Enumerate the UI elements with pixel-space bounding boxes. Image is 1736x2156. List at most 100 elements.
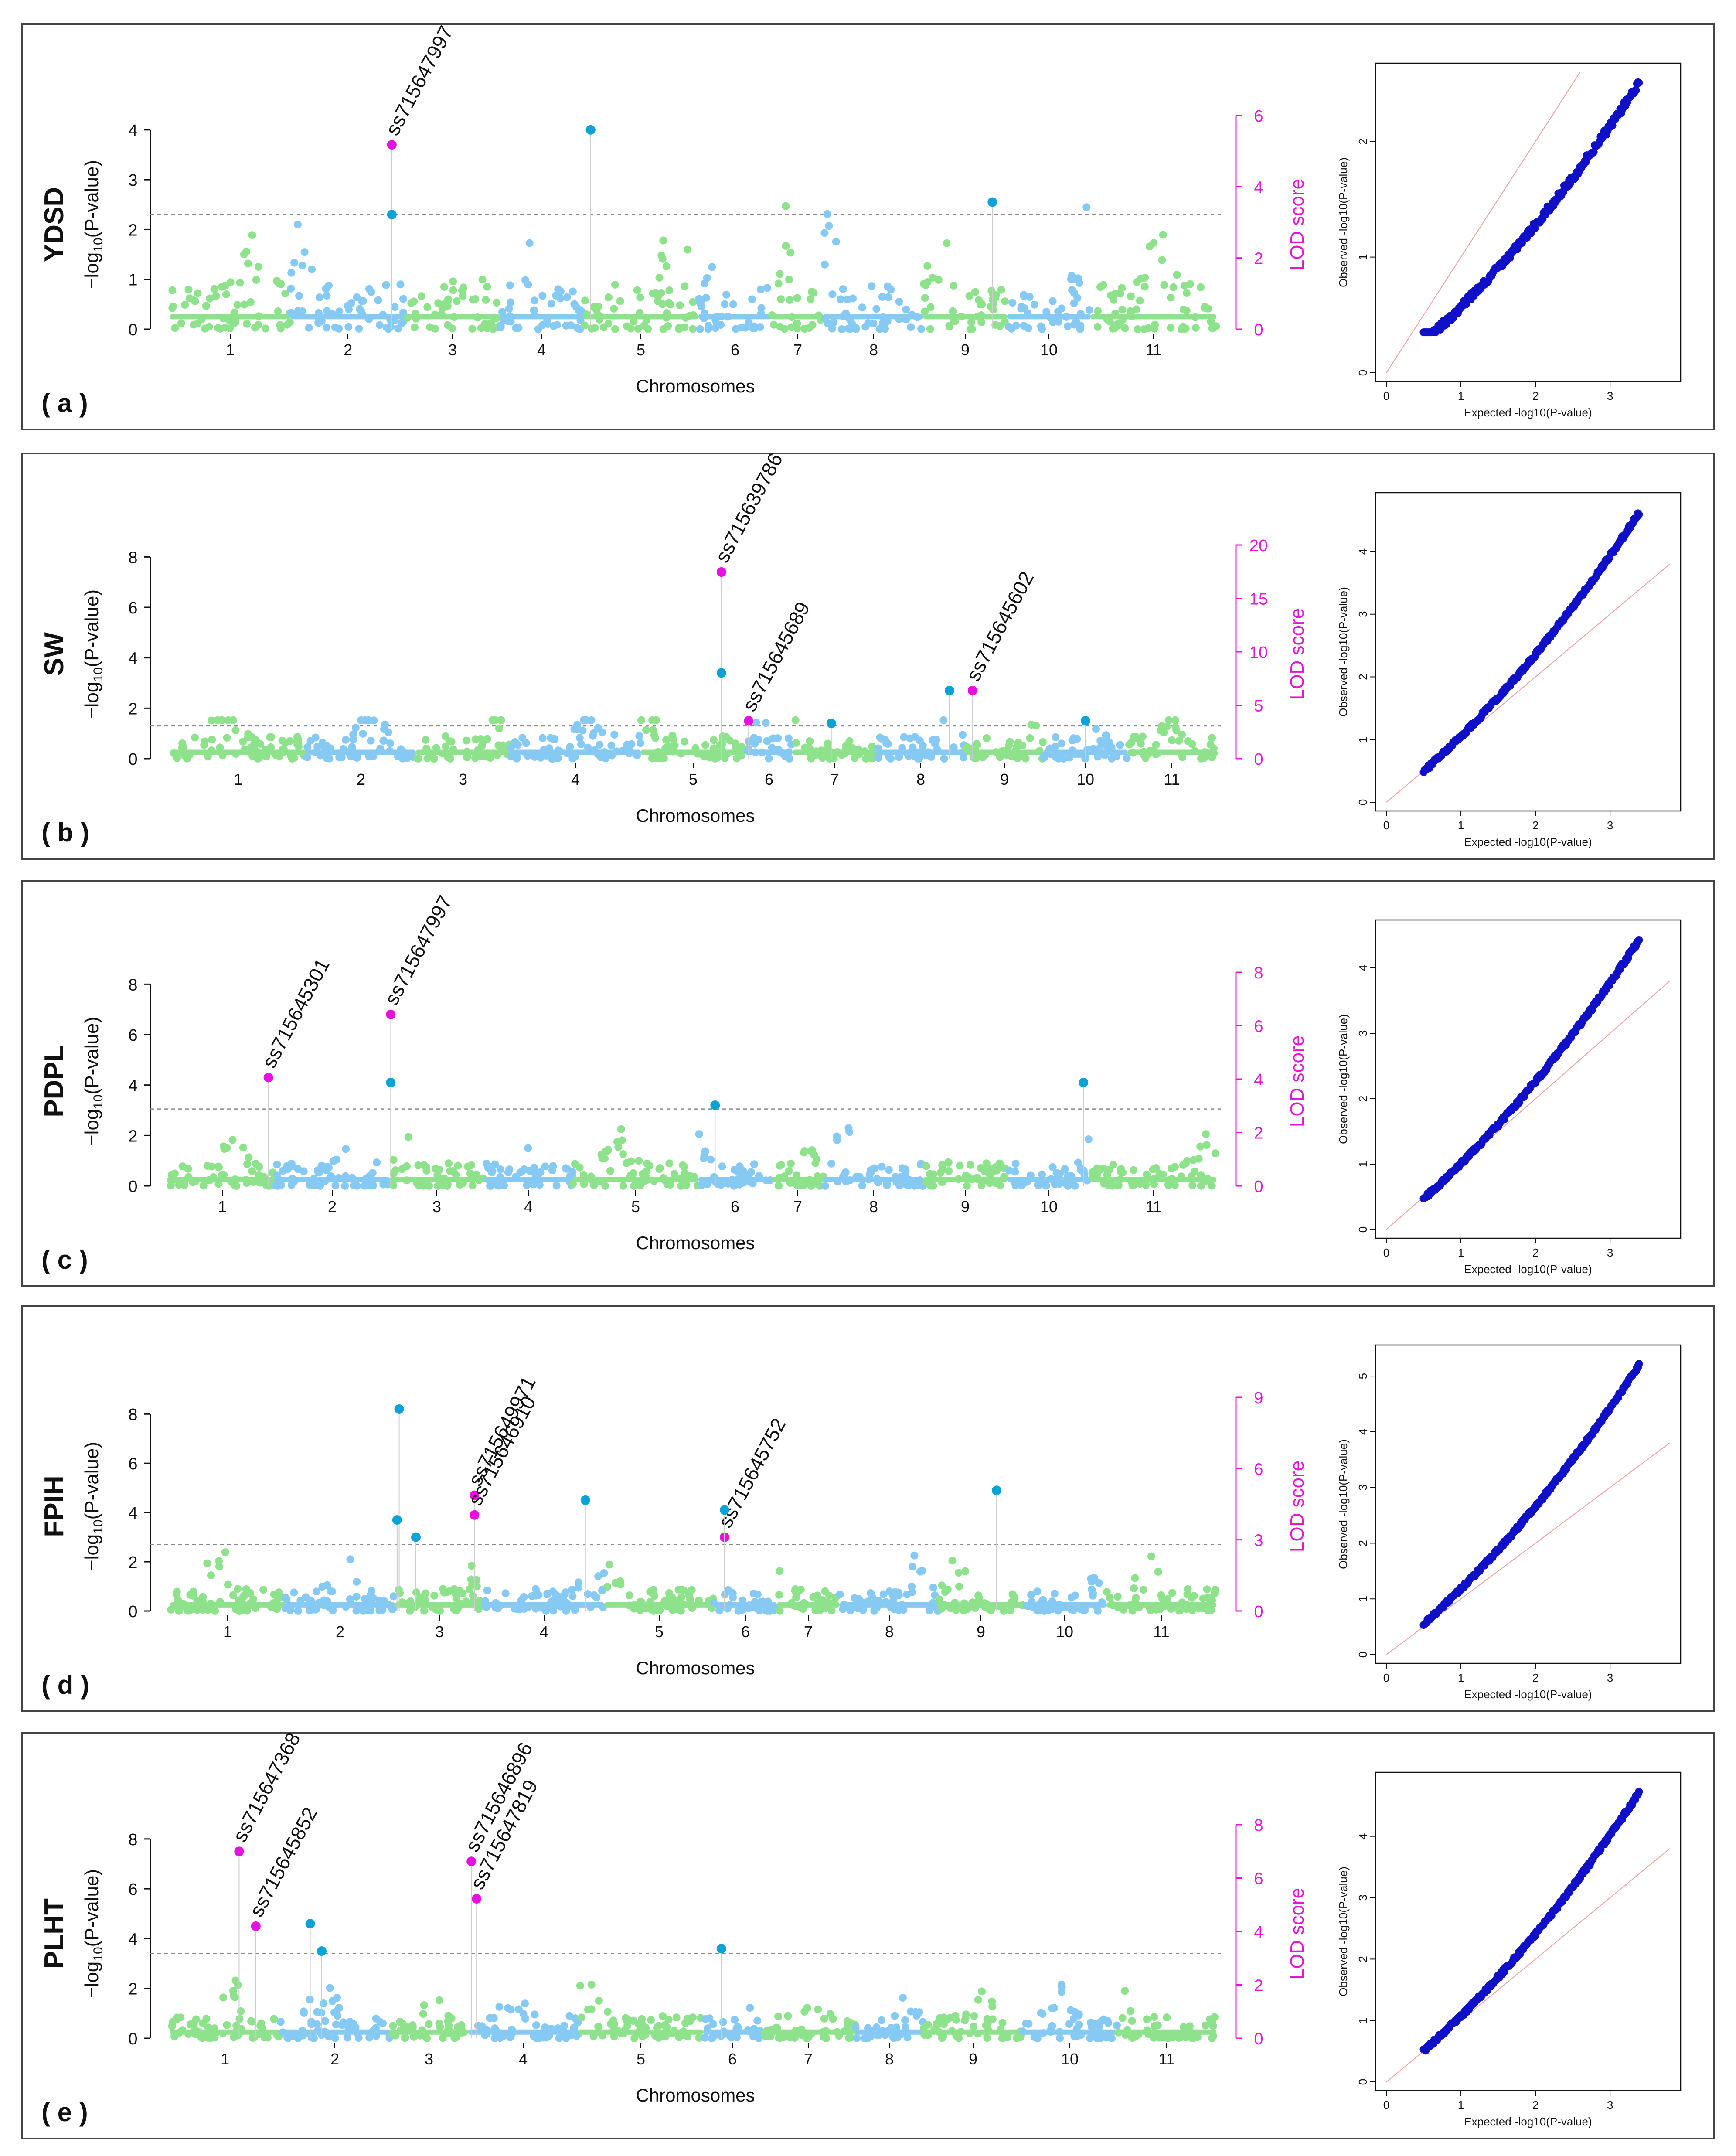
snp-point — [496, 1165, 504, 1174]
significant-snp-point[interactable] — [394, 1404, 404, 1414]
snp-point — [807, 2030, 815, 2038]
y-label-part: (P-value) — [81, 1869, 102, 1947]
snp-point — [167, 1176, 175, 1184]
snp-point — [895, 753, 903, 761]
significant-snp-point[interactable] — [744, 716, 754, 726]
significant-snp-point[interactable] — [992, 1485, 1001, 1495]
snp-point — [504, 2004, 512, 2012]
snp-point — [708, 263, 716, 271]
snp-point — [375, 321, 384, 329]
snp-point — [996, 322, 1004, 330]
snp-point — [768, 743, 776, 752]
significant-snp-point[interactable] — [716, 668, 726, 678]
snp-point — [997, 2025, 1005, 2033]
snp-point — [543, 316, 551, 324]
snp-point — [577, 740, 585, 748]
significant-snp-point[interactable] — [305, 1919, 315, 1929]
snp-point — [785, 1167, 793, 1175]
y-tick-label: 1 — [128, 271, 137, 290]
significant-snp-point[interactable] — [710, 1100, 720, 1110]
snp-point — [606, 1167, 615, 1175]
chromosome-tick-label: 1 — [221, 2050, 229, 2068]
significant-snp-point[interactable] — [472, 1894, 482, 1904]
snp-point — [736, 1168, 745, 1176]
snp-point — [483, 283, 491, 291]
snp-point — [326, 744, 334, 753]
snp-point — [663, 309, 671, 317]
snp-point — [1171, 723, 1180, 731]
significant-snp-point[interactable] — [967, 685, 977, 695]
snp-point — [350, 1182, 358, 1190]
significant-snp-point[interactable] — [263, 1073, 273, 1083]
snp-point — [168, 286, 177, 294]
snp-point — [255, 1171, 263, 1179]
snp-point — [193, 1606, 201, 1614]
snp-point — [1143, 2015, 1151, 2023]
snp-point — [696, 299, 705, 307]
qq-x-tick-label: 3 — [1607, 389, 1613, 402]
significant-snp-point[interactable] — [470, 1490, 480, 1500]
snp-point — [975, 1594, 984, 1603]
significant-snp-point[interactable] — [585, 125, 596, 135]
snp-point — [1168, 1604, 1177, 1612]
snp-point — [820, 260, 829, 269]
snp-point — [1188, 2034, 1196, 2042]
significant-snp-point[interactable] — [386, 1009, 396, 1019]
significant-snp-point[interactable] — [411, 1532, 421, 1542]
significant-snp-point[interactable] — [470, 1510, 480, 1520]
snp-point — [718, 732, 727, 740]
significant-snp-point[interactable] — [317, 1946, 327, 1956]
snp-point — [1103, 1588, 1111, 1596]
snp-point — [402, 1162, 411, 1170]
snp-point — [170, 749, 178, 757]
significant-snp-point[interactable] — [234, 1846, 244, 1856]
snp-point — [756, 1598, 765, 1606]
snp-point — [250, 1602, 258, 1610]
significant-snp-point[interactable] — [580, 1495, 590, 1505]
snp-point — [1088, 1168, 1096, 1176]
snp-point — [274, 1182, 282, 1190]
snp-point — [1035, 747, 1044, 755]
chromosome-tick-label: 8 — [916, 770, 925, 788]
significant-snp-point[interactable] — [387, 210, 397, 220]
snp-point — [665, 742, 673, 750]
significant-snp-point[interactable] — [945, 685, 954, 695]
snp-point — [463, 753, 471, 761]
significant-snp-point[interactable] — [466, 1856, 477, 1866]
significant-snp-point[interactable] — [716, 1944, 726, 1954]
snp-point — [870, 1164, 878, 1172]
snp-point — [1140, 325, 1148, 333]
snp-point — [718, 1162, 726, 1171]
significant-snp-point[interactable] — [987, 197, 997, 207]
snp-point — [1173, 271, 1181, 279]
snp-point — [234, 1585, 242, 1593]
snp-point — [328, 310, 336, 318]
significant-snp-point[interactable] — [386, 1077, 396, 1087]
snp-point — [233, 2026, 241, 2034]
snp-point — [1064, 1172, 1072, 1180]
snp-point — [660, 754, 668, 763]
snp-point — [204, 2023, 212, 2032]
significant-snp-point[interactable] — [716, 567, 726, 577]
snp-point — [569, 1180, 577, 1188]
snp-point — [758, 748, 766, 756]
qq-x-tick-label: 3 — [1607, 1671, 1613, 1684]
significant-snp-point[interactable] — [1079, 1077, 1089, 1087]
snp-point — [1062, 313, 1071, 321]
panel-letter: ( a ) — [41, 388, 88, 418]
y-tick-label: 4 — [128, 1504, 137, 1522]
snp-point — [763, 284, 771, 292]
significant-snp-point[interactable] — [251, 1921, 261, 1931]
significant-snp-point[interactable] — [720, 1505, 729, 1515]
significant-snp-point[interactable] — [392, 1515, 402, 1525]
snp-point — [657, 252, 666, 260]
trait-label: PDPL — [39, 1045, 69, 1117]
significant-snp-point[interactable] — [1081, 716, 1090, 726]
snp-point — [623, 2021, 632, 2030]
significant-snp-point[interactable] — [826, 719, 836, 729]
snp-point — [327, 1587, 335, 1595]
snp-point — [680, 1162, 688, 1171]
y-label-part: −log — [81, 252, 102, 289]
snp-point — [453, 1606, 461, 1614]
significant-snp-point[interactable] — [387, 140, 397, 150]
